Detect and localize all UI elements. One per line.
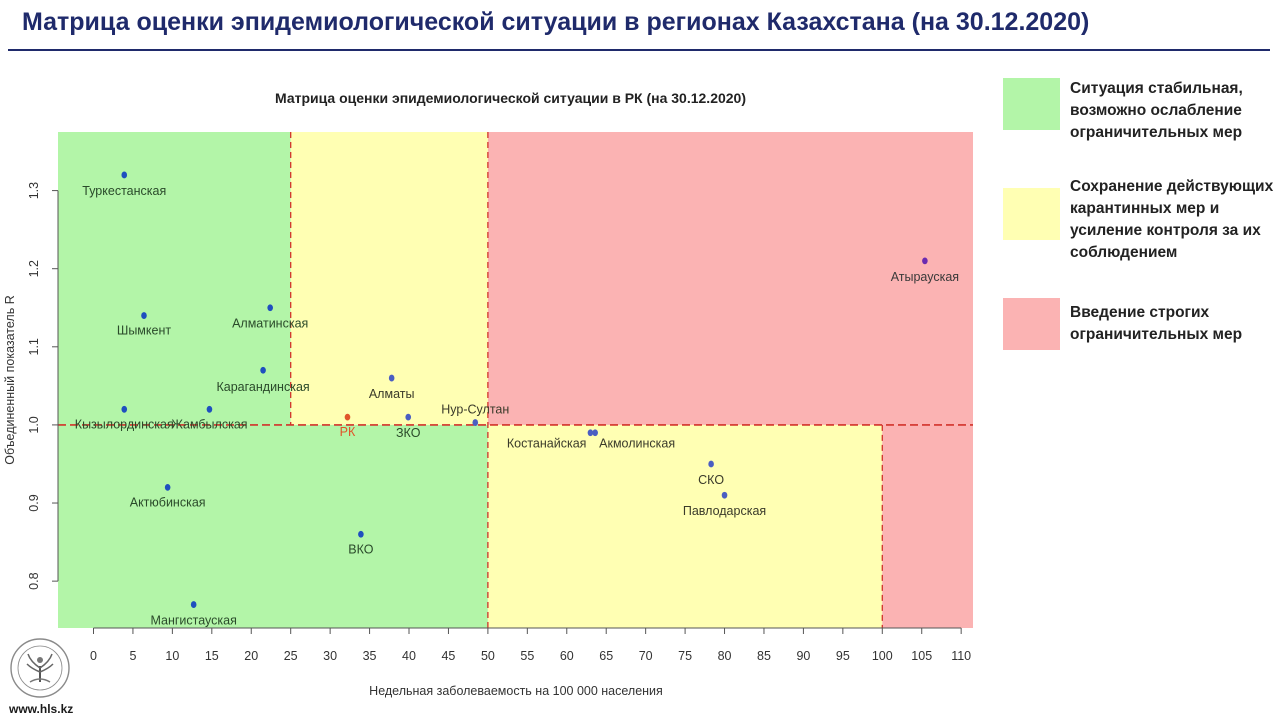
y-tick-label: 0.9 xyxy=(27,494,41,511)
data-point xyxy=(260,366,266,374)
data-point xyxy=(472,419,479,426)
zone-yellow-bottom xyxy=(487,424,883,628)
data-point xyxy=(190,601,197,608)
x-tick-label: 20 xyxy=(244,649,258,663)
legend-swatch-red xyxy=(1003,298,1060,350)
zone-green-top xyxy=(58,132,291,425)
data-point xyxy=(405,413,412,421)
x-axis-label: Недельная заболеваемость на 100 000 насе… xyxy=(369,684,663,698)
data-point-label: Атырауская xyxy=(891,270,959,284)
data-point xyxy=(922,257,928,265)
data-point xyxy=(141,312,147,319)
data-point-label: Шымкент xyxy=(117,324,171,338)
data-point-label: СКО xyxy=(698,473,724,487)
x-tick-label: 0 xyxy=(90,649,97,663)
x-tick-label: 90 xyxy=(796,649,810,663)
x-tick-label: 10 xyxy=(165,649,179,663)
x-tick-label: 45 xyxy=(441,649,455,663)
data-point xyxy=(164,484,171,491)
x-tick-label: 70 xyxy=(639,649,653,663)
data-point xyxy=(721,491,728,499)
data-point-label: Павлодарская xyxy=(683,504,766,518)
data-point-label: Актюбинская xyxy=(130,495,206,509)
data-point-label: Туркестанская xyxy=(82,184,166,198)
x-tick-label: 65 xyxy=(599,649,613,663)
data-point-label: ЗКО xyxy=(396,426,421,440)
x-tick-label: 95 xyxy=(836,649,850,663)
legend-swatch-yellow xyxy=(1003,188,1060,240)
data-point-label: Жамбылская xyxy=(171,417,247,431)
data-point-label: Кызылординская xyxy=(75,417,174,431)
legend-swatch-green xyxy=(1003,78,1060,130)
x-tick-label: 5 xyxy=(129,649,136,663)
data-point xyxy=(121,405,128,413)
y-axis-label: Объединенный показатель R xyxy=(3,295,17,464)
y-tick-label: 1.3 xyxy=(27,182,41,199)
data-point xyxy=(344,413,351,421)
zone-green-bottom xyxy=(58,424,488,628)
legend-label-strict: Введение строгих ограничительных мер xyxy=(1070,304,1243,343)
scatter-chart: Матрица оценки эпидемиологической ситуац… xyxy=(3,90,973,698)
x-tick-label: 30 xyxy=(323,649,337,663)
data-point-label: Мангистауская xyxy=(150,614,236,628)
data-point xyxy=(587,429,594,437)
x-tick-label: 85 xyxy=(757,649,771,663)
x-tick-label: 25 xyxy=(284,649,298,663)
data-point xyxy=(267,304,273,312)
x-tick-label: 80 xyxy=(718,649,732,663)
legend-label-stable: Ситуация стабильная, возможно ослабление о… xyxy=(1070,80,1243,141)
data-point xyxy=(592,429,598,437)
x-tick-label: 110 xyxy=(951,649,971,663)
data-point-label: ВКО xyxy=(348,542,373,556)
x-tick-label: 55 xyxy=(520,649,534,663)
title-underline xyxy=(8,49,1270,51)
data-point xyxy=(206,405,213,413)
data-point-label: Костанайская xyxy=(507,437,587,451)
x-tick-label: 15 xyxy=(205,649,219,663)
x-tick-label: 75 xyxy=(678,649,692,663)
data-point-label: Акмолинская xyxy=(599,437,675,451)
x-tick-label: 100 xyxy=(872,649,893,663)
x-tick-label: 60 xyxy=(560,649,574,663)
y-tick-label: 1.0 xyxy=(27,416,41,433)
y-tick-label: 0.8 xyxy=(27,572,41,589)
organization-logo xyxy=(10,638,70,698)
x-tick-label: 40 xyxy=(402,649,416,663)
page-title: Матрица оценки эпидемиологической ситуац… xyxy=(22,8,1090,36)
data-point-label: Алматинская xyxy=(232,317,308,331)
zone-yellow-top xyxy=(290,132,488,425)
website-url: www.hls.kz xyxy=(9,702,74,716)
data-point xyxy=(358,530,364,538)
data-point xyxy=(388,374,395,382)
x-tick-label: 50 xyxy=(481,649,495,663)
data-point xyxy=(708,460,714,468)
data-point-label: Карагандинская xyxy=(217,380,310,394)
x-tick-label: 35 xyxy=(363,649,377,663)
plot-title: Матрица оценки эпидемиологической ситуац… xyxy=(275,90,746,106)
y-tick-label: 1.1 xyxy=(27,338,41,355)
data-point xyxy=(121,171,128,179)
zone-red-top xyxy=(487,132,973,425)
data-point-label: Алматы xyxy=(369,387,415,401)
y-tick-label: 1.2 xyxy=(27,260,41,277)
zone-red-bottom xyxy=(882,424,973,628)
data-point-label: Нур-Султан xyxy=(441,403,509,417)
data-point-label: РК xyxy=(340,425,356,439)
x-tick-label: 105 xyxy=(911,649,932,663)
